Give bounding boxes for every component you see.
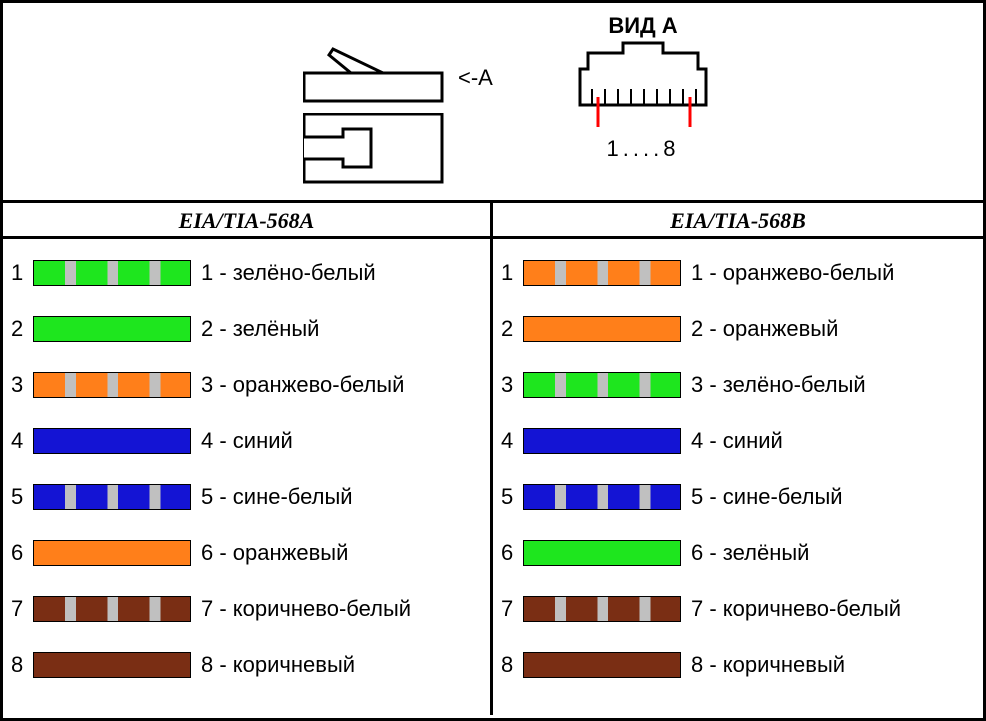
wire-label: 8 - коричневый bbox=[691, 652, 845, 678]
wire-swatch bbox=[33, 540, 191, 566]
wire-label: 3 - оранжево-белый bbox=[201, 372, 404, 398]
wire-row: 5 5 - сине-белый bbox=[501, 469, 975, 525]
wire-swatch bbox=[33, 372, 191, 398]
wire-rows: 1 1 - оранжево-белый 2 2 - оранжевый 3 3 - зе… bbox=[493, 239, 983, 693]
wire-label: 5 - сине-белый bbox=[201, 484, 353, 510]
wire-row: 2 2 - оранжевый bbox=[501, 301, 975, 357]
wire-label: 7 - коричнево-белый bbox=[691, 596, 901, 622]
column-568b: EIA/TIA-568B 1 1 - оранжево-белый 2 2 - оран… bbox=[493, 203, 983, 715]
wire-row: 5 5 - сине-белый bbox=[11, 469, 482, 525]
wire-row: 8 8 - коричневый bbox=[501, 637, 975, 693]
wire-swatch bbox=[33, 596, 191, 622]
wire-swatch bbox=[523, 260, 681, 286]
wire-label: 3 - зелёно-белый bbox=[691, 372, 866, 398]
wire-label: 5 - сине-белый bbox=[691, 484, 843, 510]
wire-number: 2 bbox=[501, 316, 519, 342]
column-568a: EIA/TIA-568A 1 1 - зелёно-белый 2 2 - зелёны… bbox=[3, 203, 493, 715]
wire-swatch bbox=[523, 372, 681, 398]
wire-row: 7 7 - коричнево-белый bbox=[501, 581, 975, 637]
wire-label: 1 - зелёно-белый bbox=[201, 260, 376, 286]
wire-label: 1 - оранжево-белый bbox=[691, 260, 894, 286]
wire-swatch bbox=[523, 484, 681, 510]
wire-row: 3 3 - оранжево-белый bbox=[11, 357, 482, 413]
wire-swatch bbox=[33, 428, 191, 454]
wire-swatch bbox=[523, 596, 681, 622]
wire-swatch bbox=[523, 540, 681, 566]
wire-row: 1 1 - оранжево-белый bbox=[501, 245, 975, 301]
wire-number: 4 bbox=[501, 428, 519, 454]
wire-number: 2 bbox=[11, 316, 29, 342]
standards-columns: EIA/TIA-568A 1 1 - зелёно-белый 2 2 - зелёны… bbox=[3, 203, 983, 715]
wire-number: 7 bbox=[501, 596, 519, 622]
wire-swatch bbox=[523, 652, 681, 678]
pin-numbers: 1....8 bbox=[578, 136, 708, 162]
wire-number: 5 bbox=[501, 484, 519, 510]
wire-row: 6 6 - зелёный bbox=[501, 525, 975, 581]
wire-swatch bbox=[523, 316, 681, 342]
wire-row: 3 3 - зелёно-белый bbox=[501, 357, 975, 413]
wire-number: 1 bbox=[11, 260, 29, 286]
column-header: EIA/TIA-568A bbox=[3, 203, 490, 239]
connector-front-svg bbox=[578, 41, 708, 131]
diagram-frame: <-А ВИД А bbox=[0, 0, 986, 721]
wire-number: 6 bbox=[501, 540, 519, 566]
wire-number: 3 bbox=[11, 372, 29, 398]
wire-number: 1 bbox=[501, 260, 519, 286]
wire-number: 5 bbox=[11, 484, 29, 510]
wire-number: 8 bbox=[501, 652, 519, 678]
wire-label: 8 - коричневый bbox=[201, 652, 355, 678]
connector-side-view bbox=[303, 43, 453, 103]
wire-label: 4 - синий bbox=[201, 428, 293, 454]
wire-row: 7 7 - коричнево-белый bbox=[11, 581, 482, 637]
wire-row: 1 1 - зелёно-белый bbox=[11, 245, 482, 301]
wire-number: 4 bbox=[11, 428, 29, 454]
connector-front-view: ВИД А 1....8 bbox=[578, 13, 708, 162]
wire-row: 2 2 - зелёный bbox=[11, 301, 482, 357]
wire-rows: 1 1 - зелёно-белый 2 2 - зелёный 3 3 - оранже… bbox=[3, 239, 490, 693]
wire-row: 8 8 - коричневый bbox=[11, 637, 482, 693]
wire-label: 6 - зелёный bbox=[691, 540, 809, 566]
connector-bottom-view bbox=[303, 113, 453, 198]
wire-number: 8 bbox=[11, 652, 29, 678]
wire-label: 6 - оранжевый bbox=[201, 540, 348, 566]
wire-number: 7 bbox=[11, 596, 29, 622]
wire-number: 3 bbox=[501, 372, 519, 398]
wire-row: 4 4 - синий bbox=[11, 413, 482, 469]
column-header: EIA/TIA-568B bbox=[493, 203, 983, 239]
wire-swatch bbox=[33, 260, 191, 286]
wire-number: 6 bbox=[11, 540, 29, 566]
wire-swatch bbox=[33, 316, 191, 342]
wire-label: 2 - зелёный bbox=[201, 316, 319, 342]
wire-row: 4 4 - синий bbox=[501, 413, 975, 469]
wire-row: 6 6 - оранжевый bbox=[11, 525, 482, 581]
view-a-title: ВИД А bbox=[578, 13, 708, 39]
connector-views: <-А ВИД А bbox=[3, 3, 983, 203]
view-arrow-label: <-А bbox=[458, 65, 493, 91]
wire-swatch bbox=[523, 428, 681, 454]
wire-label: 4 - синий bbox=[691, 428, 783, 454]
wire-label: 2 - оранжевый bbox=[691, 316, 838, 342]
wire-swatch bbox=[33, 652, 191, 678]
wire-swatch bbox=[33, 484, 191, 510]
wire-label: 7 - коричнево-белый bbox=[201, 596, 411, 622]
